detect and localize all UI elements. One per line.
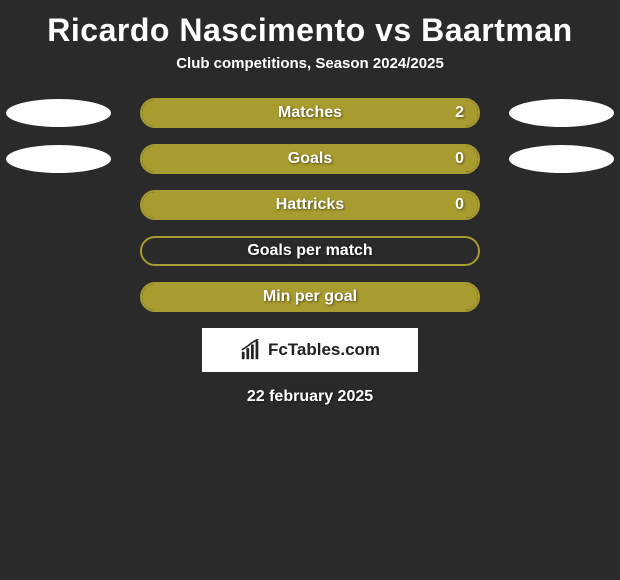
stat-row: Min per goal — [0, 274, 620, 320]
stat-label: Goals per match — [142, 238, 478, 264]
stat-value: 0 — [455, 192, 464, 218]
stat-bar: Min per goal — [140, 282, 480, 312]
stat-value: 2 — [455, 100, 464, 126]
player-right-ellipse — [509, 145, 614, 173]
brand-box: FcTables.com — [202, 328, 418, 372]
page-title: Ricardo Nascimento vs Baartman — [0, 0, 620, 55]
player-left-ellipse — [6, 99, 111, 127]
stat-value: 0 — [455, 146, 464, 172]
stat-label: Goals — [142, 146, 478, 172]
stat-bar: Goals0 — [140, 144, 480, 174]
date-line: 22 february 2025 — [0, 372, 620, 406]
stat-bar: Goals per match — [140, 236, 480, 266]
stat-row: Hattricks0 — [0, 182, 620, 228]
stat-label: Min per goal — [142, 284, 478, 310]
brand-text: FcTables.com — [268, 340, 380, 360]
stat-row: Matches2 — [0, 90, 620, 136]
stat-row: Goals0 — [0, 136, 620, 182]
brand-chart-icon — [240, 339, 262, 361]
stat-row: Goals per match — [0, 228, 620, 274]
stat-bar: Matches2 — [140, 98, 480, 128]
player-left-ellipse — [6, 145, 111, 173]
stat-label: Matches — [142, 100, 478, 126]
stat-bar: Hattricks0 — [140, 190, 480, 220]
page-subtitle: Club competitions, Season 2024/2025 — [0, 55, 620, 90]
player-right-ellipse — [509, 99, 614, 127]
stats-area: Matches2Goals0Hattricks0Goals per matchM… — [0, 90, 620, 320]
stat-label: Hattricks — [142, 192, 478, 218]
